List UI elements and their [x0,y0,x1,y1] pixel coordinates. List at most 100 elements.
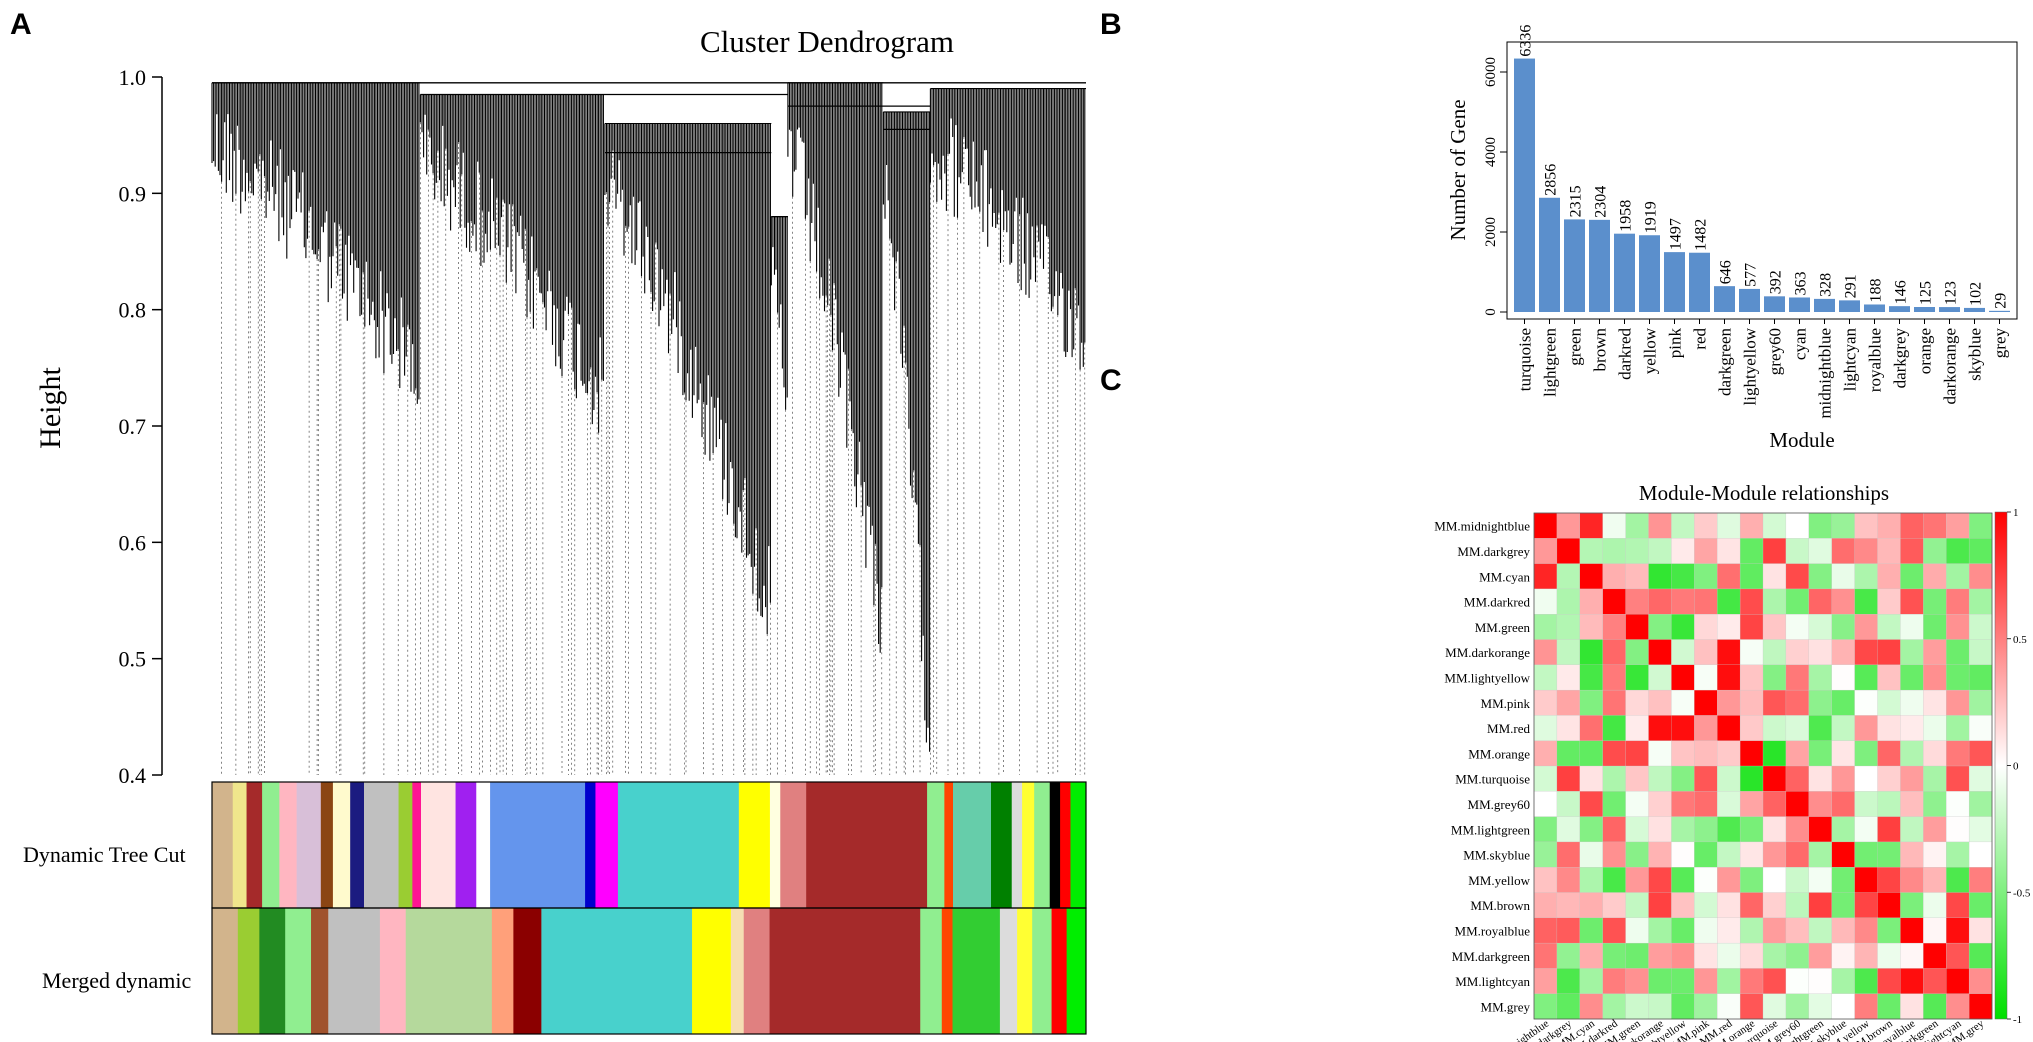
dynamic-tree-cut-segment [806,782,928,908]
heatmap-cell [1923,917,1947,944]
heatmap-row-label: MM.turquoise [1455,772,1530,787]
heatmap-cell [1785,867,1810,893]
merged-dynamic-segment [999,908,1018,1034]
bar-darkgrey [1889,306,1910,312]
heatmap-cell [1831,968,1856,995]
bar-value-label: 363 [1793,272,1810,296]
bar-darkgreen [1714,286,1735,312]
heatmap-cell [1671,816,1695,843]
heatmap-cell [1739,588,1764,615]
heatmap-cell [1579,841,1604,868]
dendrogram-y-tick-label: 0.4 [119,763,147,788]
heatmap-cell [1533,765,1558,792]
dendrogram-panel: Cluster Dendrogram Height 0.4 0.5 0.6 0.7 0.… [23,24,1087,1035]
heatmap-colorbar [1994,511,2008,1020]
heatmap-cell [1946,538,1970,565]
heatmap-cell [1900,563,1924,590]
merged-dynamic-segment [920,908,943,1034]
heatmap-cell [1533,968,1558,995]
heatmap-cell [1808,791,1833,818]
heatmap-cell [1533,867,1558,893]
heatmap-cell [1694,538,1718,565]
heatmap-cell [1717,588,1741,615]
heatmap-cell [1556,867,1581,893]
merged-dynamic-segment [491,908,514,1034]
heatmap-cell [1717,639,1741,666]
heatmap-cell [1854,715,1878,742]
merged-dynamic-label: Merged dynamic [42,968,192,993]
heatmap-cell [1648,816,1672,843]
heatmap-cell [1946,512,1970,539]
dynamic-tree-cut-segment [1060,782,1071,908]
bar-category-label: brown [1591,328,1610,372]
heatmap-cell [1762,563,1787,590]
heatmap-cell [1831,816,1856,843]
heatmap-cell [1694,588,1718,615]
heatmap-cell [1694,791,1718,818]
bar-lightgreen [1539,197,1560,312]
heatmap-cell [1900,588,1924,615]
panel-label-a: A [10,8,32,41]
heatmap-cell [1717,816,1741,843]
merged-dynamic-segment [379,908,407,1034]
heatmap-cell [1968,664,1993,691]
heatmap-cell [1556,942,1581,969]
heatmap-cell [1946,892,1970,919]
heatmap-cell [1762,614,1787,640]
heatmap-cell [1854,816,1878,843]
heatmap-cell [1602,512,1627,539]
heatmap-cell [1579,765,1604,792]
merged-dynamic-segment [952,908,1001,1034]
heatmap-cell [1877,715,1901,742]
heatmap-cell [1968,867,1993,893]
bar-y-tick-label: 4000 [1483,137,1499,167]
heatmap-cell [1877,993,1901,1020]
heatmap-cell [1877,942,1901,969]
heatmap-cell [1648,664,1672,691]
heatmap-cell [1762,993,1787,1020]
heatmap-cell [1694,689,1718,716]
heatmap-cell [1900,942,1924,969]
heatmap-cell [1854,917,1878,944]
heatmap-cell [1785,765,1810,792]
bar-category-label: yellow [1641,327,1660,374]
heatmap-cell [1579,715,1604,742]
heatmap-cell [1877,538,1901,565]
heatmap-cell [1625,816,1649,843]
heatmap-cell [1556,563,1581,590]
heatmap-cell [1785,917,1810,944]
heatmap-cell [1625,765,1649,792]
heatmap-cell [1602,664,1627,691]
heatmap-cell [1579,614,1604,640]
heatmap-cell [1900,538,1924,565]
heatmap-cell [1533,639,1558,666]
heatmap-cell [1739,614,1764,640]
heatmap-cell [1923,538,1947,565]
dynamic-tree-cut-segment [1049,782,1061,908]
heatmap-cell [1877,841,1901,868]
heatmap-cell [1671,892,1695,919]
heatmap-cell [1671,715,1695,742]
bar-value-label: 1958 [1618,200,1635,232]
dynamic-tree-cut-segment [212,782,234,908]
bar-turquoise [1514,58,1535,313]
bar-value-label: 577 [1743,263,1760,287]
heatmap-cell [1579,867,1604,893]
heatmap-cell [1854,588,1878,615]
heatmap-cell [1808,614,1833,640]
heatmap-cell [1854,968,1878,995]
heatmap-cell [1762,512,1787,539]
heatmap-cell [1831,538,1856,565]
heatmap-cell [1923,664,1947,691]
heatmap-cell [1831,664,1856,691]
dynamic-tree-cut-segment [476,782,491,908]
heatmap-cell [1694,740,1718,767]
heatmap-cell [1739,740,1764,767]
heatmap-cell [1923,791,1947,818]
heatmap-cell [1808,512,1833,539]
bar-value-label: 2304 [1593,186,1610,218]
bar-category-label: skyblue [1966,328,1985,381]
heatmap-cell [1648,968,1672,995]
heatmap-cell [1785,942,1810,969]
heatmap-cell [1923,765,1947,792]
